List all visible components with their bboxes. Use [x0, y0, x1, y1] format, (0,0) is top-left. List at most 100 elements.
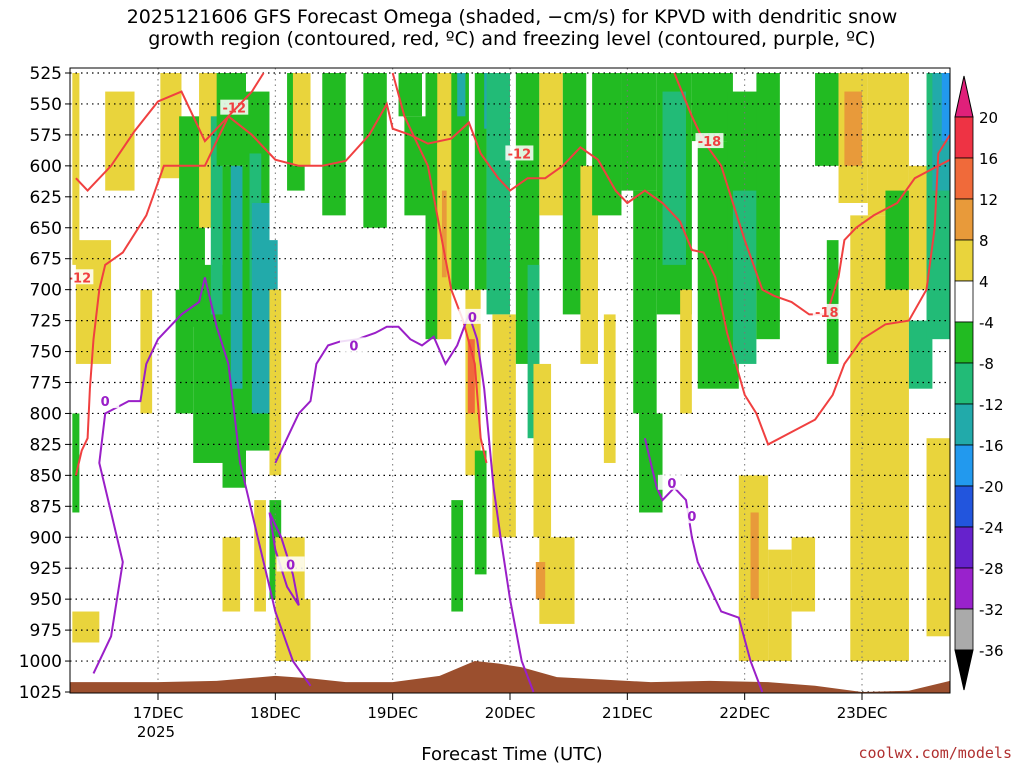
- contour-line: [391, 72, 488, 464]
- colorbar-label: -24: [979, 519, 1004, 537]
- contour-label: 0: [667, 477, 676, 492]
- y-tick-label: 575: [30, 126, 62, 146]
- omega-cell: [363, 73, 387, 228]
- y-tick-label: 800: [30, 404, 62, 424]
- contour-label: 0: [286, 558, 295, 573]
- colorbar-label: 8: [979, 232, 989, 250]
- chart-title-line-1: 2025121606 GFS Forecast Omega (shaded, −…: [126, 6, 898, 28]
- colorbar-bin: [954, 157, 974, 200]
- colorbar-bin: [954, 116, 974, 159]
- omega-cell: [210, 116, 223, 315]
- omega-cell: [791, 537, 816, 612]
- omega-cell: [756, 73, 780, 340]
- y-tick-label: 950: [30, 590, 62, 610]
- x-tick-label: 22DEC: [719, 704, 770, 722]
- contour-label-bg: [505, 145, 534, 161]
- omega-cell: [941, 73, 950, 142]
- colorbar-bin: [954, 198, 974, 241]
- colorbar-bin: [954, 280, 974, 323]
- x-tick-label: 20DEC: [485, 704, 536, 722]
- terrain-layer: [70, 661, 950, 693]
- y-tick-label: 850: [30, 466, 62, 486]
- colorbar-label: 4: [979, 273, 989, 291]
- colorbar-bin: [954, 567, 974, 610]
- omega-cell: [160, 73, 182, 179]
- contour-label-bg: [70, 269, 94, 285]
- x-tick-label: 21DEC: [602, 704, 653, 722]
- omega-cell: [486, 73, 510, 315]
- chart-title-line-2: growth region (contoured, red, ºC) and f…: [148, 28, 876, 50]
- x-axis-title: Forecast Time (UTC): [421, 744, 603, 765]
- freezing-level-contours: 0 0 0 0 0 0: [91, 277, 764, 693]
- y-tick-label: 550: [30, 95, 62, 115]
- colorbar-label: 20: [979, 109, 998, 127]
- colorbar-label: -16: [979, 437, 1004, 455]
- x-tick-label: 23DEC: [837, 704, 888, 722]
- contour-label: -18: [698, 135, 722, 150]
- omega-cell: [856, 314, 874, 538]
- y-tick-label: 875: [30, 497, 62, 517]
- contour-label-bg: [677, 508, 706, 524]
- dgz-contours: -12-12-12-18-18: [70, 72, 950, 476]
- colorbar-label: -32: [979, 601, 1004, 619]
- contour-label-bg: [276, 556, 305, 572]
- omega-cell: [230, 165, 243, 389]
- omega-cell: [251, 202, 270, 414]
- omega-cell: [533, 363, 552, 538]
- omega-cell: [425, 73, 440, 340]
- colorbar-bottom-arrow: [954, 649, 974, 691]
- contour-label: -12: [508, 147, 532, 162]
- colorbar-bin: [954, 321, 974, 364]
- contour-label-bg: [695, 133, 724, 149]
- omega-cell: [885, 190, 909, 290]
- contour-label-bg: [812, 303, 841, 319]
- contour-label: 0: [687, 510, 696, 525]
- contour-label-bg: [458, 308, 487, 324]
- omega-cell: [750, 512, 759, 600]
- x-tick-sublabel: 2025: [137, 723, 175, 741]
- colorbar-label: 16: [979, 150, 998, 168]
- omega-cell: [254, 500, 266, 612]
- y-tick-label: 1000: [19, 652, 62, 672]
- omega-cell: [592, 73, 622, 216]
- omega-cell: [441, 190, 447, 278]
- omega-cell: [292, 73, 311, 166]
- contour-line: [268, 512, 300, 606]
- colorbar-label: 12: [979, 191, 998, 209]
- colorbar-label: -28: [979, 560, 1004, 578]
- contour-label: -18: [815, 306, 839, 321]
- contour-line: [92, 277, 312, 687]
- y-tick-label: 775: [30, 374, 62, 394]
- colorbar-label: -36: [979, 642, 1004, 660]
- omega-cell: [926, 438, 950, 637]
- y-tick-label: 725: [30, 312, 62, 332]
- x-tick-label: 17DEC: [133, 704, 184, 722]
- y-tick-label: 625: [30, 188, 62, 208]
- colorbar-bin: [954, 403, 974, 446]
- contour-label-bg: [339, 337, 368, 353]
- omega-cell: [404, 116, 428, 216]
- contour-label: 0: [101, 395, 110, 410]
- omega-cell: [457, 73, 466, 117]
- omega-cell: [298, 599, 311, 662]
- colorbar-label: -20: [979, 478, 1004, 496]
- colorbar-bin: [954, 362, 974, 405]
- omega-cell: [222, 537, 241, 612]
- omega-cell: [467, 339, 475, 414]
- contour-label: 0: [468, 311, 477, 326]
- omega-cell: [633, 190, 657, 414]
- x-tick-label: 18DEC: [250, 704, 301, 722]
- contour-line: [75, 90, 950, 446]
- contour-label: 0: [349, 339, 358, 354]
- contour-line: [74, 72, 265, 476]
- credit-text: coolwx.com/models: [858, 744, 1012, 762]
- colorbar-label: -12: [979, 396, 1004, 414]
- y-tick-label: 675: [30, 250, 62, 270]
- contour-line: [274, 311, 535, 693]
- y-tick-label: 975: [30, 621, 62, 641]
- omega-cell: [768, 549, 792, 662]
- colorbar-bin: [954, 608, 974, 651]
- x-tick-label: 19DEC: [367, 704, 418, 722]
